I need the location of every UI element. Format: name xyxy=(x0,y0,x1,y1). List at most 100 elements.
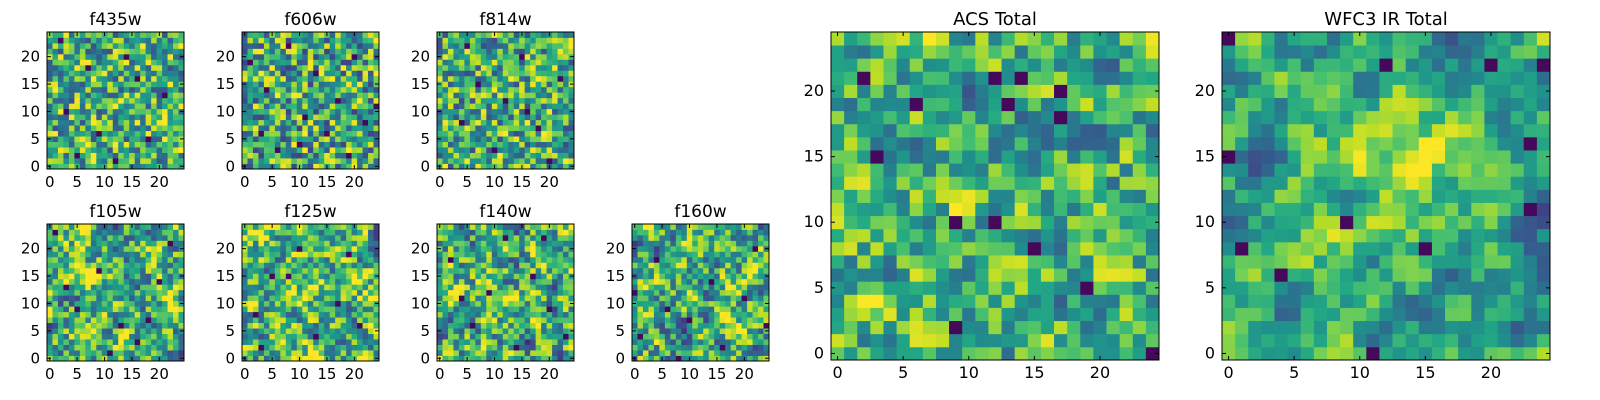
heatmap-cell xyxy=(90,32,97,38)
heatmap-cell xyxy=(329,267,336,274)
heatmap-cell xyxy=(242,97,248,104)
heatmap-cell xyxy=(670,245,677,252)
y-tick-label: 0 xyxy=(420,157,430,175)
heatmap-cell xyxy=(52,251,59,258)
heatmap-cell xyxy=(242,350,248,356)
heatmap-cell xyxy=(263,103,270,110)
heatmap-cell xyxy=(129,158,136,164)
heatmap-cell xyxy=(725,300,732,307)
heatmap-cell xyxy=(101,289,108,296)
heatmap-cell xyxy=(134,306,141,313)
heatmap-cell xyxy=(447,306,454,313)
heatmap-cell xyxy=(475,59,482,66)
heatmap-cell xyxy=(491,333,498,340)
heatmap-cell xyxy=(552,59,558,66)
heatmap-cell xyxy=(664,234,671,241)
heatmap-cell xyxy=(63,333,70,340)
heatmap-cell xyxy=(151,278,157,285)
heatmap-cell xyxy=(335,295,342,302)
heatmap-cell xyxy=(442,251,449,258)
heatmap-cell xyxy=(497,108,504,115)
heatmap-cell xyxy=(357,119,363,126)
heatmap-cell xyxy=(162,158,168,164)
heatmap-cell xyxy=(535,328,542,334)
heatmap-cell xyxy=(469,339,476,345)
heatmap-cell xyxy=(291,97,298,104)
heatmap-cell xyxy=(368,273,374,280)
heatmap-cell xyxy=(351,229,358,236)
heatmap-cell xyxy=(107,339,114,345)
heatmap-cell xyxy=(1027,202,1042,217)
heatmap-cell xyxy=(530,141,537,148)
heatmap-cell xyxy=(486,311,493,318)
heatmap-cell xyxy=(123,311,130,318)
heatmap-cell xyxy=(68,350,75,356)
heatmap-cell xyxy=(447,289,454,296)
heatmap-cell xyxy=(513,311,520,318)
heatmap-cell xyxy=(568,130,575,137)
heatmap-cell xyxy=(730,300,737,307)
heatmap-cell xyxy=(247,311,254,318)
heatmap-cell xyxy=(563,317,569,324)
heatmap-cell xyxy=(57,119,64,126)
heatmap-cell xyxy=(134,245,141,252)
heatmap-cell xyxy=(167,267,174,274)
heatmap-cell xyxy=(357,245,363,252)
heatmap-cell xyxy=(453,344,460,351)
heatmap-cell xyxy=(458,103,465,110)
heatmap-cell xyxy=(74,234,81,241)
heatmap-cell xyxy=(362,92,369,99)
heatmap-cell xyxy=(252,75,259,82)
heatmap-cell xyxy=(453,317,460,324)
heatmap-cell xyxy=(563,152,569,159)
heatmap-cell xyxy=(151,147,157,153)
heatmap-cell xyxy=(486,355,493,362)
heatmap-cell xyxy=(129,344,136,351)
heatmap-cell xyxy=(291,278,298,285)
heatmap-cell xyxy=(285,300,292,307)
heatmap-cell xyxy=(502,97,509,104)
heatmap-cell xyxy=(508,350,515,356)
heatmap-cell xyxy=(664,278,671,285)
heatmap-cell xyxy=(524,284,531,291)
heatmap-cell xyxy=(708,344,715,351)
heatmap-cell xyxy=(563,234,569,241)
heatmap-cell xyxy=(513,97,520,104)
heatmap-cell xyxy=(909,346,924,361)
heatmap-cell xyxy=(447,119,454,126)
heatmap-cell xyxy=(346,229,352,236)
heatmap-cell xyxy=(101,311,108,318)
heatmap-cell xyxy=(909,320,924,335)
heatmap-cell xyxy=(79,125,86,132)
heatmap-cell xyxy=(324,158,331,164)
heatmap-cell xyxy=(145,245,152,252)
heatmap-cell xyxy=(513,256,520,263)
heatmap-cell xyxy=(79,278,86,285)
heatmap-cell xyxy=(675,306,682,313)
heatmap-cell xyxy=(145,53,152,60)
heatmap-cell xyxy=(949,228,963,243)
heatmap-cell xyxy=(535,224,542,230)
heatmap-cell xyxy=(475,317,482,324)
heatmap-cell xyxy=(632,284,638,291)
heatmap-cell xyxy=(324,245,331,252)
heatmap-cell xyxy=(844,189,858,203)
heatmap-cell xyxy=(681,344,688,351)
heatmap-cell xyxy=(552,42,558,49)
heatmap-cell xyxy=(1040,346,1055,361)
heatmap-cell xyxy=(730,322,737,329)
heatmap-cell xyxy=(357,158,363,164)
heatmap-cell xyxy=(285,108,292,115)
heatmap-cell xyxy=(469,229,476,236)
heatmap-cell xyxy=(302,224,309,230)
heatmap-cell xyxy=(340,350,347,356)
heatmap-cell xyxy=(697,350,704,356)
heatmap-cell xyxy=(1132,202,1147,217)
heatmap-cell xyxy=(123,251,130,258)
heatmap-cell xyxy=(368,147,374,153)
heatmap-cell xyxy=(351,158,358,164)
heatmap-cell xyxy=(563,97,569,104)
heatmap-cell xyxy=(362,251,369,258)
heatmap-cell xyxy=(247,114,254,121)
heatmap-cell xyxy=(258,229,265,236)
